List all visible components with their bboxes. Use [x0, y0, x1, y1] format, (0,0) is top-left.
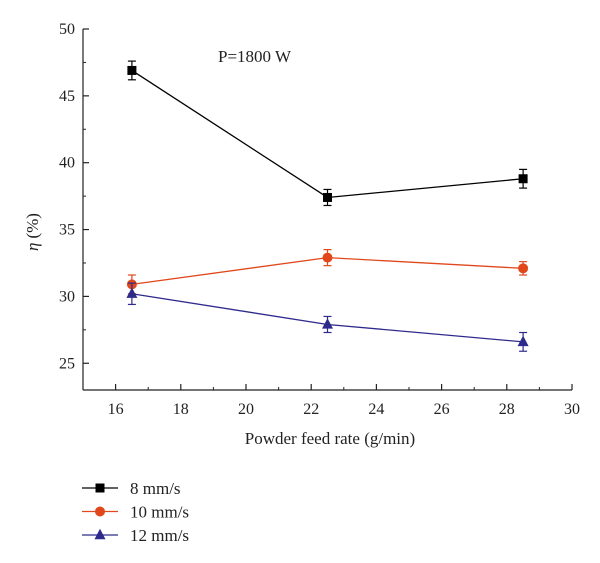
data-point-3-3 — [517, 335, 529, 347]
x-tick-label-18: 18 — [173, 401, 189, 418]
series-1 — [127, 60, 528, 207]
y-tick-label-30: 30 — [59, 288, 75, 305]
y-tick-label-25: 25 — [59, 355, 75, 372]
y-tick-label-50: 50 — [59, 21, 75, 38]
data-point-3-1 — [126, 287, 138, 298]
data-point-1-1 — [127, 65, 137, 75]
axes — [82, 29, 572, 391]
x-tick-label-16: 16 — [108, 401, 124, 418]
legend-label-3: 12 mm/s — [130, 526, 189, 545]
x-tick-label-24: 24 — [368, 401, 384, 418]
x-tick-label-26: 26 — [434, 401, 450, 418]
x-tick-label-30: 30 — [564, 401, 580, 418]
y-axis-symbol: η — [23, 243, 42, 251]
power-annotation: P=1800 W — [218, 47, 292, 66]
x-tick-label-28: 28 — [499, 401, 515, 418]
legend-item-1: 8 mm/s — [82, 479, 181, 498]
legend-marker-3 — [94, 528, 106, 540]
series-line-1 — [131, 69, 524, 199]
legend-item-3: 12 mm/s — [82, 526, 189, 545]
data-point-2-3 — [518, 263, 529, 274]
x-tick-label-20: 20 — [238, 401, 254, 418]
legend-label-2: 10 mm/s — [130, 503, 189, 522]
series-2 — [126, 249, 529, 295]
x-axis-title: Powder feed rate (g/min) — [245, 429, 415, 448]
y-axis-title: η (%) — [23, 213, 42, 251]
y-axis-unit: (%) — [23, 213, 42, 238]
data-point-1-2 — [323, 192, 332, 202]
data-point-1-3 — [518, 174, 528, 184]
legend: 8 mm/s 10 mm/s 12 mm/s — [82, 479, 189, 545]
data-point-3-2 — [322, 318, 333, 329]
y-tick-label-40: 40 — [59, 155, 75, 172]
series-layer — [126, 60, 529, 352]
ticks: 16 18 20 22 24 26 28 30 25 30 35 40 45 50 — [59, 21, 580, 418]
legend-item-2: 10 mm/s — [82, 503, 189, 522]
legend-marker-2 — [95, 506, 105, 517]
x-tick-label-22: 22 — [303, 401, 319, 418]
legend-label-1: 8 mm/s — [130, 479, 181, 498]
legend-marker-1 — [95, 483, 105, 493]
data-point-2-2 — [322, 252, 333, 263]
y-tick-label-35: 35 — [59, 222, 75, 239]
y-tick-label-45: 45 — [59, 88, 75, 105]
series-3 — [126, 282, 529, 352]
